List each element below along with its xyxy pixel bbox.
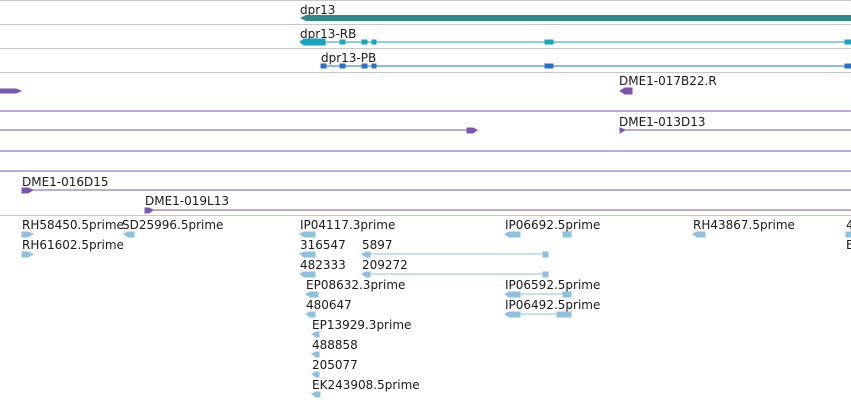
est-label[interactable]: 488858 — [312, 338, 358, 352]
est-label[interactable]: EP13929.3prime — [312, 318, 412, 332]
est-label-clipped[interactable]: E — [846, 238, 851, 252]
est-label[interactable]: 480647 — [306, 298, 352, 312]
row-separator — [0, 72, 851, 73]
est-feature[interactable] — [299, 271, 316, 278]
gene-label[interactable]: dpr13 — [300, 3, 336, 17]
est-feature[interactable] — [21, 231, 35, 238]
transcript-pb-label[interactable]: dpr13-PB — [321, 51, 377, 65]
clone-label-013d13[interactable]: DME1-013D13 — [619, 115, 706, 129]
clone-feature[interactable] — [466, 127, 478, 134]
est-label[interactable]: 5897 — [362, 238, 393, 252]
est-label[interactable]: 482333 — [300, 258, 346, 272]
est-label[interactable]: SD25996.5prime — [122, 218, 224, 232]
row-separator — [0, 24, 851, 25]
est-label[interactable]: 205077 — [312, 358, 358, 372]
est-feature[interactable] — [504, 231, 521, 238]
est-feature[interactable] — [556, 311, 572, 318]
est-label[interactable]: IP06592.5prime — [505, 278, 601, 292]
est-feature[interactable] — [123, 231, 135, 238]
est-feature[interactable] — [305, 291, 319, 298]
est-label[interactable]: RH43867.5prime — [693, 218, 795, 232]
est-feature[interactable] — [562, 231, 572, 238]
clone-label-019l13[interactable]: DME1-019L13 — [145, 194, 229, 208]
clone-feature[interactable] — [21, 187, 35, 194]
est-label[interactable]: IP06692.5prime — [505, 218, 601, 232]
est-feature[interactable] — [299, 251, 316, 258]
row-separator — [0, 48, 851, 49]
est-feature[interactable] — [692, 231, 706, 238]
est-feature[interactable] — [542, 251, 549, 258]
est-feature[interactable] — [311, 391, 321, 398]
est-feature[interactable] — [562, 291, 572, 298]
est-label[interactable]: 209272 — [362, 258, 408, 272]
transcript-rb-label[interactable]: dpr13-RB — [300, 27, 357, 41]
est-label[interactable]: IP06492.5prime — [505, 298, 601, 312]
transcript-rb-feature[interactable] — [299, 38, 851, 46]
est-feature[interactable] — [21, 251, 35, 258]
clone-label-016d15[interactable]: DME1-016D15 — [22, 175, 109, 189]
clone-label-017b22[interactable]: DME1-017B22.R — [619, 74, 717, 88]
est-feature[interactable] — [311, 371, 320, 378]
est-feature[interactable] — [305, 311, 316, 318]
est-label[interactable]: EK243908.5prime — [312, 378, 420, 392]
est-label[interactable]: EP08632.3prime — [306, 278, 406, 292]
gene-feature[interactable] — [300, 15, 851, 21]
transcript-pb-feature[interactable] — [320, 63, 851, 69]
est-feature[interactable] — [299, 231, 316, 238]
est-label[interactable]: IP04117.3prime — [300, 218, 396, 232]
est-label-clipped[interactable]: 4 — [846, 218, 851, 232]
clone-feature[interactable] — [619, 87, 633, 95]
est-feature[interactable] — [845, 231, 851, 238]
est-feature[interactable] — [504, 311, 521, 318]
clone-feature[interactable] — [0, 88, 23, 94]
est-feature[interactable] — [504, 291, 521, 298]
est-label[interactable]: 316547 — [300, 238, 346, 252]
est-label[interactable]: RH61602.5prime — [22, 238, 124, 252]
est-feature[interactable] — [311, 331, 320, 338]
row-separator — [0, 215, 851, 216]
est-label[interactable]: RH58450.5prime — [22, 218, 124, 232]
clone-feature[interactable] — [144, 207, 154, 214]
est-feature[interactable] — [311, 351, 320, 358]
est-feature[interactable] — [542, 271, 549, 278]
row-separator — [0, 0, 851, 1]
